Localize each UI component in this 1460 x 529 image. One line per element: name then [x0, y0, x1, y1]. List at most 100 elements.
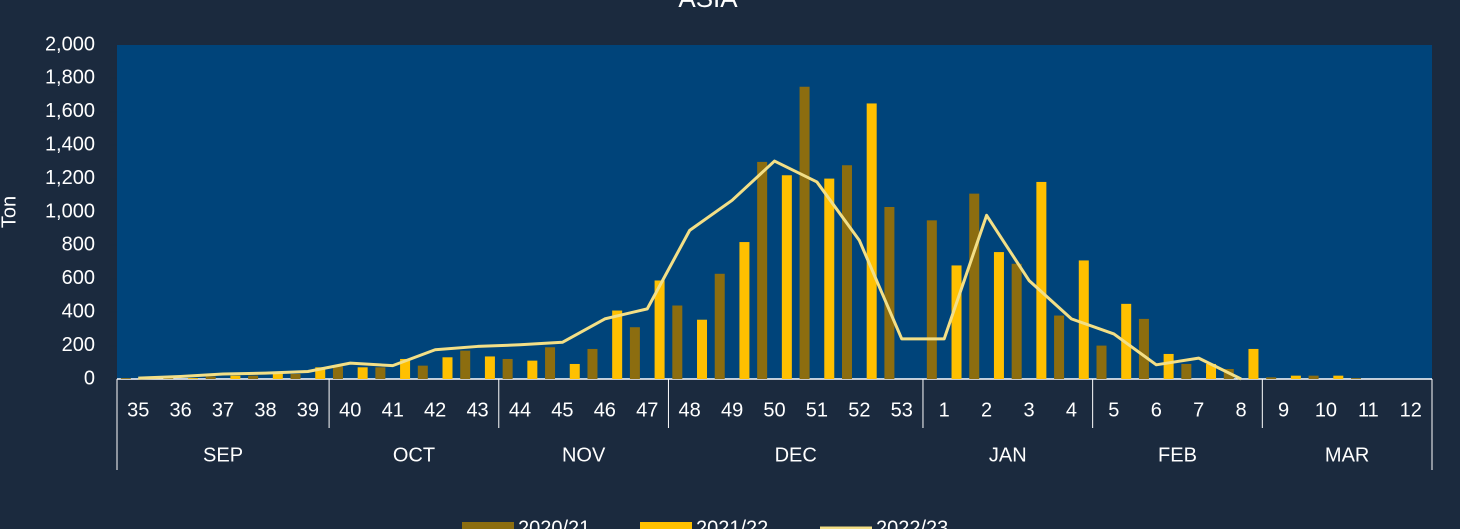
bar	[926, 220, 937, 379]
x-tick-label: 44	[509, 399, 531, 421]
bar	[654, 280, 665, 379]
x-tick-label: 5	[1108, 399, 1119, 421]
bar	[332, 366, 343, 379]
x-tick-label: 7	[1193, 399, 1204, 421]
group-label: JAN	[989, 444, 1027, 466]
bar	[1011, 263, 1022, 379]
group-label: OCT	[393, 444, 435, 466]
bar	[272, 372, 283, 379]
bar	[1266, 377, 1277, 379]
bar	[587, 348, 598, 379]
y-tick-label: 1,600	[45, 100, 95, 122]
group-label: NOV	[562, 444, 606, 466]
x-tick-label: 8	[1236, 399, 1247, 421]
bar	[375, 367, 386, 379]
bar	[1054, 315, 1065, 379]
bar	[460, 350, 471, 379]
x-tick-label: 1	[939, 399, 950, 421]
bar	[230, 375, 241, 379]
x-tick-label: 4	[1066, 399, 1077, 421]
group-label: MAR	[1325, 444, 1369, 466]
bar	[1333, 375, 1344, 379]
bar	[1351, 378, 1362, 379]
y-tick-label: 1,000	[45, 200, 95, 222]
y-tick-label: 200	[62, 334, 95, 356]
bar	[248, 375, 259, 379]
bar	[697, 319, 708, 379]
bar	[120, 378, 131, 379]
bar	[951, 265, 962, 379]
bar	[502, 358, 513, 379]
bar	[866, 103, 877, 379]
legend-swatch	[462, 522, 514, 529]
bar	[417, 365, 428, 379]
x-tick-label: 53	[891, 399, 913, 421]
bar	[884, 206, 895, 379]
bar	[969, 193, 980, 379]
y-axis-label: Ton	[0, 196, 20, 228]
bar	[163, 378, 174, 379]
x-tick-label: 2	[981, 399, 992, 421]
bar	[629, 327, 640, 379]
bar	[612, 310, 623, 379]
bar	[400, 358, 411, 379]
group-label: FEB	[1158, 444, 1197, 466]
bar	[1138, 318, 1149, 379]
bar	[757, 161, 768, 379]
x-tick-label: 12	[1400, 399, 1422, 421]
bar	[1290, 375, 1301, 379]
legend-label: 2020/21	[518, 517, 590, 529]
bar	[1308, 375, 1319, 379]
plot-area	[117, 45, 1432, 379]
bar	[1163, 353, 1174, 379]
x-tick-label: 38	[254, 399, 276, 421]
x-tick-label: 11	[1358, 399, 1379, 421]
bar	[569, 363, 580, 379]
bar	[545, 347, 556, 379]
y-tick-label: 1,400	[45, 133, 95, 155]
x-tick-label: 47	[636, 399, 658, 421]
legend-label: 2022/23	[876, 517, 948, 529]
y-tick-label: 0	[84, 367, 95, 389]
x-tick-label: 37	[212, 399, 234, 421]
bar	[1181, 363, 1192, 379]
bar	[442, 357, 453, 379]
y-tick-label: 400	[62, 300, 95, 322]
x-tick-label: 52	[848, 399, 870, 421]
bar	[672, 305, 683, 379]
bar	[799, 86, 810, 379]
bar	[739, 242, 750, 379]
x-tick-label: 3	[1023, 399, 1034, 421]
y-tick-label: 800	[62, 234, 95, 256]
group-label: DEC	[775, 444, 817, 466]
x-tick-label: 48	[679, 399, 701, 421]
legend-swatch	[640, 522, 692, 529]
chart-title: ASIA	[678, 0, 738, 13]
x-tick-label: 42	[424, 399, 446, 421]
x-tick-label: 50	[763, 399, 785, 421]
x-tick-label: 46	[594, 399, 616, 421]
bar	[484, 356, 495, 379]
x-tick-label: 35	[127, 399, 149, 421]
bar	[187, 378, 198, 379]
bar	[781, 175, 792, 379]
x-tick-label: 45	[551, 399, 573, 421]
bar	[1096, 345, 1107, 379]
bar	[205, 376, 216, 379]
bar	[841, 165, 852, 379]
bar	[1206, 363, 1217, 379]
y-tick-label: 600	[62, 267, 95, 289]
legend-label: 2021/22	[696, 517, 768, 529]
bar	[993, 252, 1004, 379]
x-tick-label: 39	[297, 399, 319, 421]
bar	[357, 367, 368, 379]
bar	[714, 273, 725, 379]
x-tick-label: 36	[170, 399, 192, 421]
x-tick-label: 49	[721, 399, 743, 421]
x-tick-label: 51	[806, 399, 828, 421]
x-tick-label: 6	[1151, 399, 1162, 421]
x-tick-label: 40	[339, 399, 361, 421]
line	[138, 159, 1242, 381]
x-tick-label: 41	[382, 399, 404, 421]
